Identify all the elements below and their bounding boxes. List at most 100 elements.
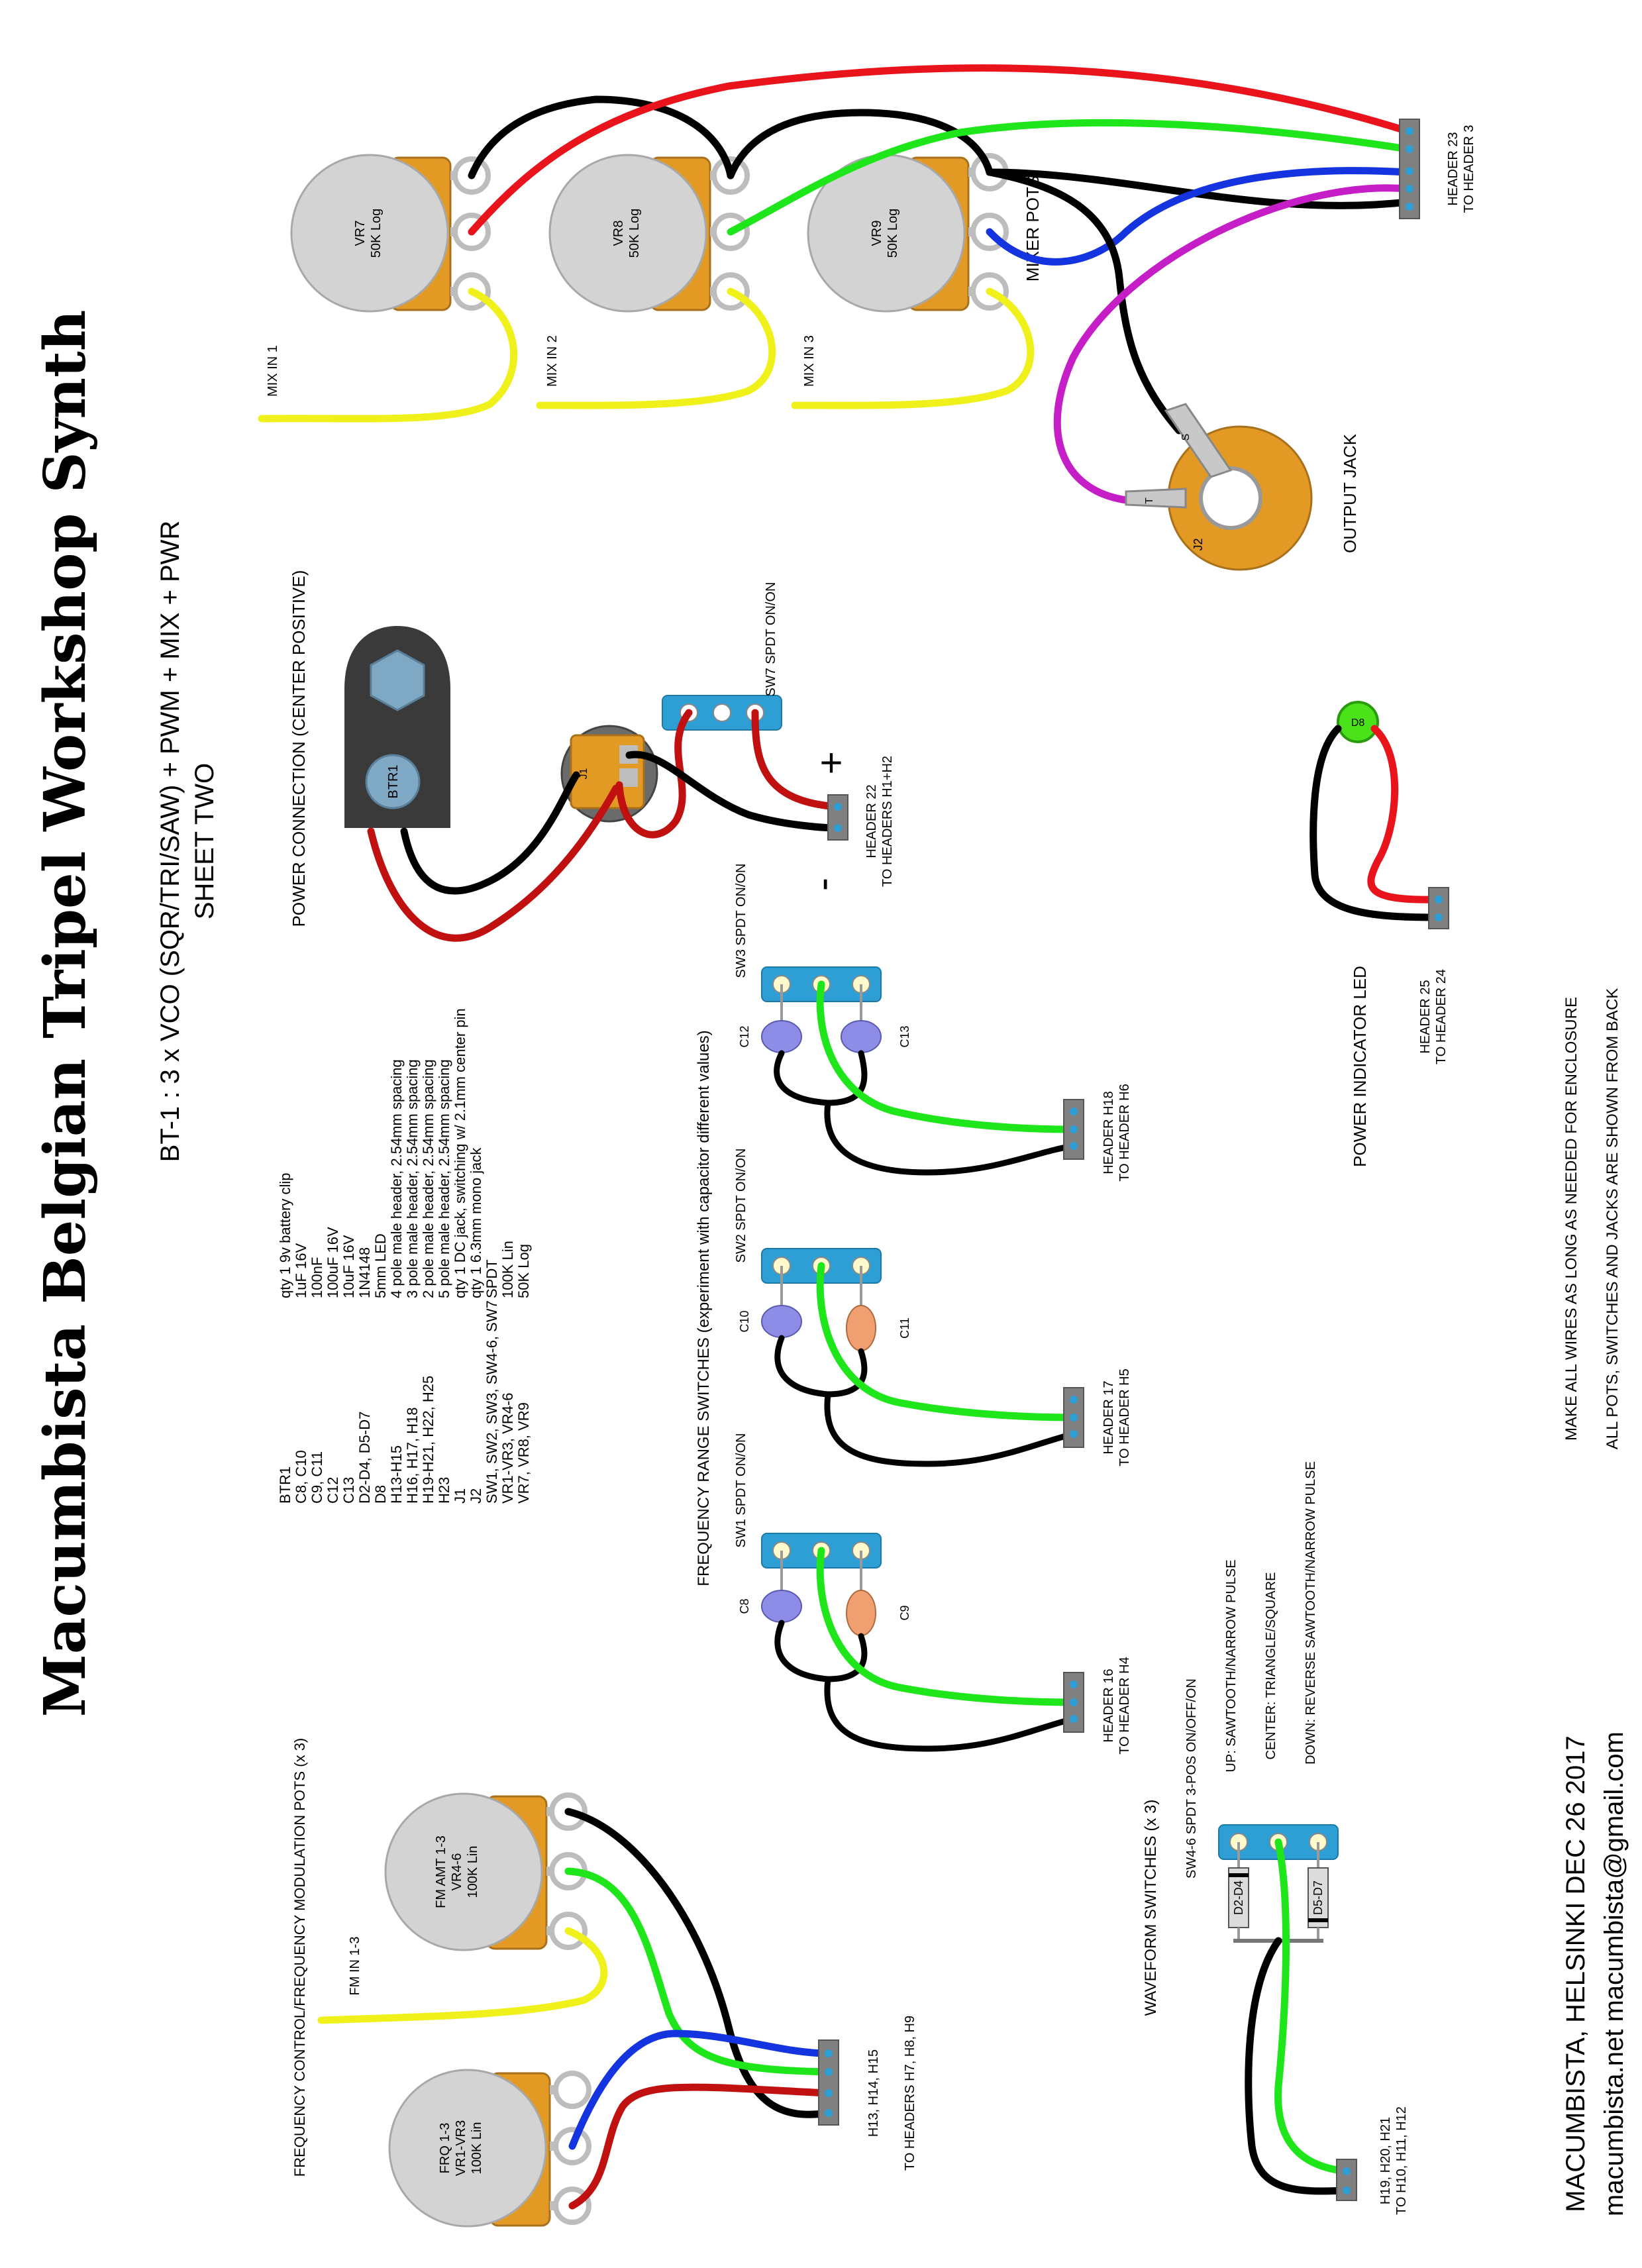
- jack-pin-s: S: [1180, 434, 1192, 441]
- sw1-header: HEADER 16: [1102, 1669, 1116, 1742]
- wire-green-sw2-header: [816, 1262, 1077, 1421]
- waveform-up: UP: SAWTOOTH/NARROW PULSE: [1224, 1559, 1239, 1772]
- wire-green-vr8-header: [727, 119, 1411, 236]
- wire-black-sw3-header: [824, 1100, 1076, 1176]
- note-wires: MAKE ALL WIRES AS LONG AS NEEDED FOR ENC…: [1563, 997, 1580, 1441]
- wire-green-fm: [564, 1867, 832, 2076]
- sw2-cap-b: C11: [898, 1317, 911, 1339]
- wire-black-led: [1309, 725, 1441, 921]
- sw2-header: HEADER 17: [1102, 1380, 1116, 1454]
- bom-ref: C8, C10: [293, 1450, 309, 1504]
- bom-ref: H23: [436, 1477, 452, 1504]
- bom-ref: J1: [452, 1488, 468, 1504]
- header-25-dest: TO HEADER 24: [1434, 969, 1449, 1064]
- led-id: D8: [1351, 717, 1365, 729]
- wire-black-sw2-header: [824, 1391, 1076, 1467]
- waveform-header-name: H19, H20, H21: [1378, 2117, 1393, 2204]
- footer-author: MACUMBISTA, HELSINKI DEC 26 2017: [1561, 1735, 1590, 2212]
- wire-black-waveform: [1245, 1937, 1350, 2195]
- pot-vr7-value: 50K Log: [369, 209, 384, 258]
- pot-fm-amt: FM AMT 1-3 VR4-6 100K Lin: [384, 1794, 585, 1951]
- mix-in-3-label: MIX IN 3: [802, 335, 817, 387]
- output-jack-j2: S T J2: [1125, 403, 1313, 571]
- bom-desc: 5mm LED: [372, 1233, 389, 1298]
- sw2-cap-a: C10: [738, 1310, 751, 1332]
- battery-clip-btr1: BTR1: [344, 626, 450, 828]
- wire-yellow-fm-in: [317, 1927, 608, 2024]
- bom-ref: H13-H15: [388, 1445, 405, 1504]
- fm-pot-name: FM AMT 1-3: [434, 1835, 448, 1908]
- header-25: [1428, 887, 1449, 929]
- wire-blue-frq: [568, 2030, 832, 2150]
- fm-section-label: FREQUENCY CONTROL/FREQUENCY MODULATION P…: [291, 1738, 308, 2177]
- output-jack-label: OUTPUT JACK: [1340, 433, 1360, 553]
- header-h19-h21: [1336, 2159, 1357, 2201]
- bom-ref: C9, C11: [309, 1451, 325, 1504]
- bom-desc: 100nF: [309, 1257, 325, 1298]
- bom-desc: qty 1 9v battery clip: [277, 1172, 293, 1298]
- wire-yellow-mix2: [536, 287, 776, 409]
- pot-vr8-id: VR8: [611, 221, 626, 246]
- bom-ref: D8: [372, 1485, 389, 1504]
- sw7-label: SW7 SPDT ON/ON: [764, 582, 778, 697]
- bom-ref: D2-D4, D5-D7: [356, 1412, 373, 1504]
- frq-pot-value: 100K Lin: [470, 2122, 484, 2175]
- wire-green-waveform: [1274, 1838, 1350, 2175]
- waveform-center: CENTER: TRIANGLE/SQUARE: [1264, 1572, 1278, 1759]
- power-section-label: POWER CONNECTION (CENTER POSITIVE): [289, 570, 309, 927]
- waveform-switch-label: SW4-6 SPDT 3-POS ON/OFF/ON: [1184, 1678, 1199, 1879]
- pot-frq: FRQ 1-3 VR1-VR3 100K Lin: [388, 2069, 589, 2228]
- bom-desc: 100K Lin: [499, 1241, 516, 1298]
- wire-black-sw2-caps: [774, 1335, 868, 1398]
- bom-ref: H19-H21, H22, H25: [420, 1376, 436, 1504]
- jack-pin-t: T: [1144, 497, 1155, 504]
- wire-green-sw1-header: [816, 1547, 1077, 1706]
- subtitle: BT-1 : 3 x VCO (SQR/TRI/SAW) + PWM + MIX…: [156, 521, 185, 1162]
- wire-yellow-mix1: [258, 287, 517, 423]
- wire-red-led: [1367, 725, 1441, 903]
- bom-ref: BTR1: [277, 1467, 293, 1504]
- bom-desc: 10uF 16V: [340, 1235, 357, 1298]
- sw3-cap-a: C12: [738, 1025, 751, 1047]
- waveform-section-label: WAVEFORM SWITCHES (x 3): [1142, 1800, 1160, 2016]
- bom-ref: H16, H17, H18: [404, 1407, 421, 1504]
- wire-black-sw1-header: [824, 1676, 1076, 1752]
- fm-in-label: FM IN 1-3: [348, 1937, 362, 1996]
- wire-black-sw3-caps: [774, 1050, 868, 1106]
- sw2-label: SW2 SPDT ON/ON: [734, 1149, 748, 1263]
- bom-desc: 50K Log: [515, 1244, 532, 1298]
- sw1-cap-a: C8: [738, 1598, 751, 1614]
- fm-header-name: H13, H14, H15: [866, 2049, 881, 2137]
- fm-pot-value: 100K Lin: [466, 1846, 480, 1898]
- mix-in-2-label: MIX IN 2: [545, 335, 560, 387]
- header-h13-h15: [818, 2039, 839, 2126]
- bom-ref: C12: [325, 1477, 341, 1504]
- bom-desc: 100uF 16V: [325, 1227, 341, 1298]
- bom-desc: 1N4148: [356, 1247, 373, 1298]
- bom-desc: 3 pole male header, 2.54mm spacing: [404, 1059, 421, 1298]
- diode-a-label: D2-D4: [1232, 1881, 1245, 1915]
- pot-vr7: VR7 50K Log: [290, 154, 488, 313]
- wire-red-frq: [568, 2083, 832, 2210]
- mix-in-1-label: MIX IN 1: [266, 345, 280, 397]
- sw3-header: HEADER H18: [1102, 1091, 1116, 1174]
- bom-desc: 1uF 16V: [293, 1243, 309, 1298]
- header-22-dest: TO HEADERS H1+H2: [880, 756, 895, 887]
- battery-label: BTR1: [386, 764, 401, 798]
- sw1-dest: TO HEADER H4: [1117, 1657, 1132, 1754]
- bom-desc: qty 1 6.3mm mono jack: [468, 1147, 484, 1298]
- main-title: Macumbista Belgian Tripel Workshop Synth: [32, 310, 99, 1718]
- diode-b-label: D5-D7: [1311, 1881, 1325, 1915]
- bom-desc-column: qty 1 9v battery clip 1uF 16V 100nF 100u…: [277, 1008, 532, 1298]
- sw3-label: SW3 SPDT ON/ON: [734, 864, 748, 978]
- power-wires: [367, 709, 842, 942]
- wire-black-fm: [564, 1808, 832, 2118]
- bom-ref-column: BTR1 C8, C10 C9, C11 C12 C13 D2-D4, D5-D…: [277, 1300, 532, 1504]
- frq-pot-name: FRQ 1-3: [438, 2123, 452, 2174]
- sw3-cap-b: C13: [898, 1025, 911, 1047]
- bom-ref: VR7, VR8, VR9: [515, 1402, 532, 1504]
- freq-range-section-label: FREQUENCY RANGE SWITCHES (experiment wit…: [695, 1030, 713, 1586]
- header-25-name: HEADER 25: [1418, 980, 1433, 1053]
- freq-switch-sw3: SW3 SPDT ON/ON C12 C13 HEADER H18 TO HEA…: [734, 864, 1132, 1182]
